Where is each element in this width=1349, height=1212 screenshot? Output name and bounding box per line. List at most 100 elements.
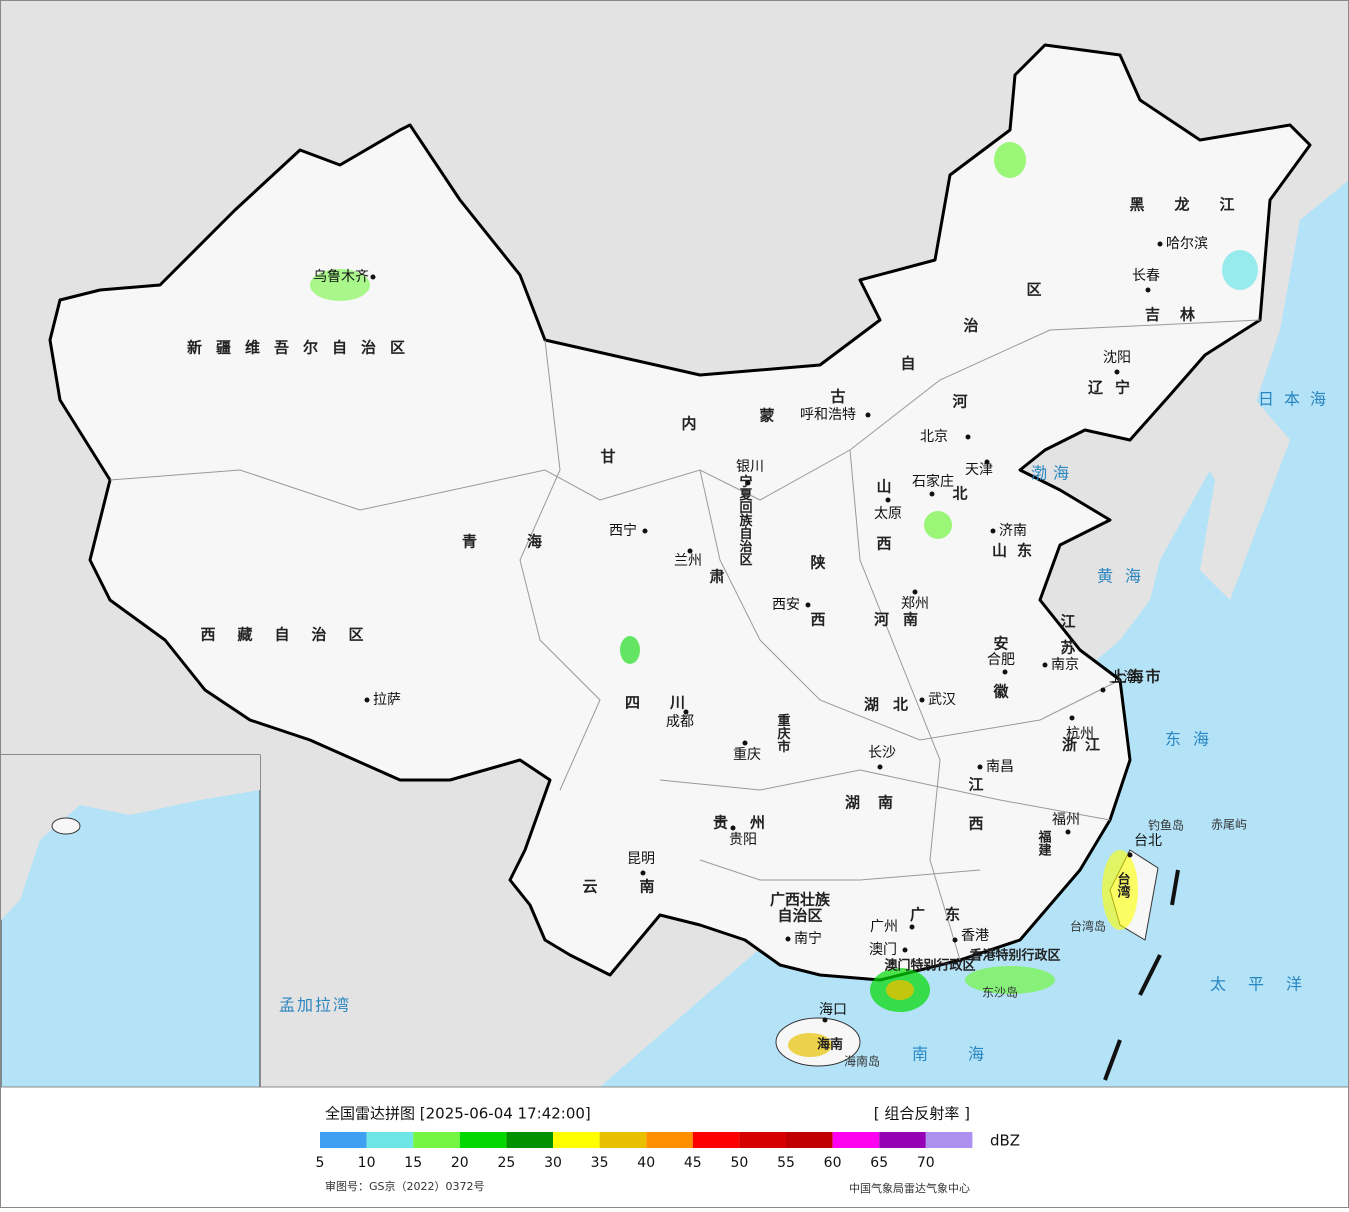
- region-label: 西藏自治区: [200, 626, 385, 644]
- city-label: 呼和浩特: [800, 407, 856, 423]
- region-label: 徽: [992, 683, 1009, 701]
- region-label: 重庆市: [775, 713, 792, 754]
- radar-echoes: [310, 142, 1258, 1057]
- border-line: [659, 769, 1111, 821]
- region-label: 湖北: [864, 696, 922, 714]
- sea-label: 日本海: [1258, 390, 1336, 409]
- dash: [1138, 954, 1162, 996]
- city-label: 哈尔滨: [1166, 236, 1208, 252]
- region-label: 山东: [992, 542, 1042, 560]
- city-label: 台北: [1134, 833, 1162, 849]
- region-label: 河南: [874, 611, 932, 629]
- city-dot: [742, 740, 748, 746]
- legend-tick-label: 35: [591, 1155, 609, 1171]
- city-label: 兰州: [674, 553, 702, 569]
- legend-tick-label: 55: [777, 1155, 795, 1171]
- island-label: 钓鱼岛: [1148, 818, 1184, 833]
- city-dot: [902, 947, 908, 953]
- legend-tick-label: 30: [544, 1155, 562, 1171]
- legend-swatch: [413, 1132, 460, 1148]
- city-dot: [370, 274, 376, 280]
- region-label: 宁夏回族自治区: [737, 474, 754, 567]
- sea-label: 东海: [1165, 730, 1221, 749]
- city-label: 广州: [870, 919, 898, 935]
- region-label: 陕: [810, 554, 825, 572]
- radar-echo: [1222, 250, 1258, 290]
- city-dot: [919, 697, 925, 703]
- legend-swatch: [646, 1132, 693, 1148]
- region-label: 福建: [1036, 829, 1053, 857]
- region-label: 苏: [1060, 639, 1075, 657]
- legend-tick-label: 65: [870, 1155, 888, 1171]
- city-label: 南昌: [986, 759, 1014, 775]
- region-label: 自: [900, 355, 915, 373]
- city-dot: [640, 870, 646, 876]
- city-label: 贵阳: [729, 832, 757, 848]
- city-dot: [977, 764, 983, 770]
- city-label: 沈阳: [1103, 350, 1131, 366]
- city-label: 西安: [772, 597, 800, 613]
- region-label: 自治区: [777, 907, 822, 925]
- region-label: 湖南: [845, 794, 911, 812]
- city-dot: [885, 497, 891, 503]
- city-dot: [1069, 715, 1075, 721]
- region-label: 青海: [462, 533, 592, 551]
- city-dot: [683, 709, 689, 715]
- legend-swatch: [739, 1132, 786, 1148]
- city-label: 拉萨: [373, 692, 401, 708]
- city-dot: [1002, 669, 1008, 675]
- legend-tick-label: 15: [404, 1155, 422, 1171]
- region-label: 安: [993, 635, 1008, 653]
- legend-tick-label: 40: [637, 1155, 655, 1171]
- region-label: 四川: [625, 694, 715, 712]
- legend-swatch: [553, 1132, 600, 1148]
- city-label: 福州: [1052, 812, 1080, 828]
- city-label: 合肥: [987, 652, 1015, 668]
- legend-product: [ 组合反射率 ]: [874, 1105, 970, 1123]
- city-dot: [929, 491, 935, 497]
- region-label: 甘: [600, 448, 615, 466]
- region-label: 香港特别行政区: [968, 948, 1060, 964]
- region-label: 澳门特别行政区: [884, 958, 975, 974]
- legend-swatch: [599, 1132, 647, 1148]
- nine-dash-line: [1103, 869, 1180, 1081]
- region-label: 古: [830, 388, 845, 406]
- region-label: 台湾: [1115, 871, 1131, 899]
- region-label: 广西壮族: [770, 891, 831, 909]
- city-label: 银川: [736, 459, 764, 475]
- inset-hainan: [51, 817, 81, 835]
- city-label: 杭州: [1066, 726, 1094, 742]
- city-label: 海口: [819, 1002, 847, 1018]
- sea-label: 太平洋: [1210, 975, 1324, 994]
- region-label: 北: [952, 485, 967, 503]
- city-dot: [1065, 829, 1071, 835]
- sea-label: 渤海: [1031, 464, 1075, 483]
- region-label: 海南: [817, 1037, 843, 1053]
- city-dot: [1042, 662, 1048, 668]
- city-label: 南宁: [794, 930, 822, 947]
- radar-echo: [310, 269, 370, 301]
- city-label: 郑州: [901, 596, 929, 612]
- island-label: 海南岛: [844, 1054, 880, 1069]
- legend-swatch: [459, 1132, 507, 1148]
- city-label: 昆明: [627, 851, 655, 867]
- legend-tick-label: 45: [684, 1155, 702, 1171]
- region-label: 辽宁: [1088, 379, 1142, 397]
- city-dot: [912, 589, 918, 595]
- region-label: 西: [810, 611, 825, 629]
- city-label: 乌鲁木齐: [313, 269, 369, 285]
- legend-tick-label: 5: [316, 1155, 325, 1171]
- radar-echo: [886, 980, 914, 1000]
- city-dot: [1145, 287, 1151, 293]
- radar-echo: [1102, 850, 1138, 930]
- region-label: 黑龙江: [1129, 196, 1264, 214]
- city-dot: [990, 528, 996, 534]
- region-label: 西: [876, 535, 891, 553]
- region-label: 山: [876, 478, 891, 496]
- source-agency: 中国气象局雷达气象中心: [849, 1181, 970, 1195]
- city-dot: [745, 480, 751, 486]
- legend-tick-label: 70: [917, 1155, 935, 1171]
- legend-swatch: [786, 1132, 833, 1148]
- legend-swatch: [506, 1132, 553, 1148]
